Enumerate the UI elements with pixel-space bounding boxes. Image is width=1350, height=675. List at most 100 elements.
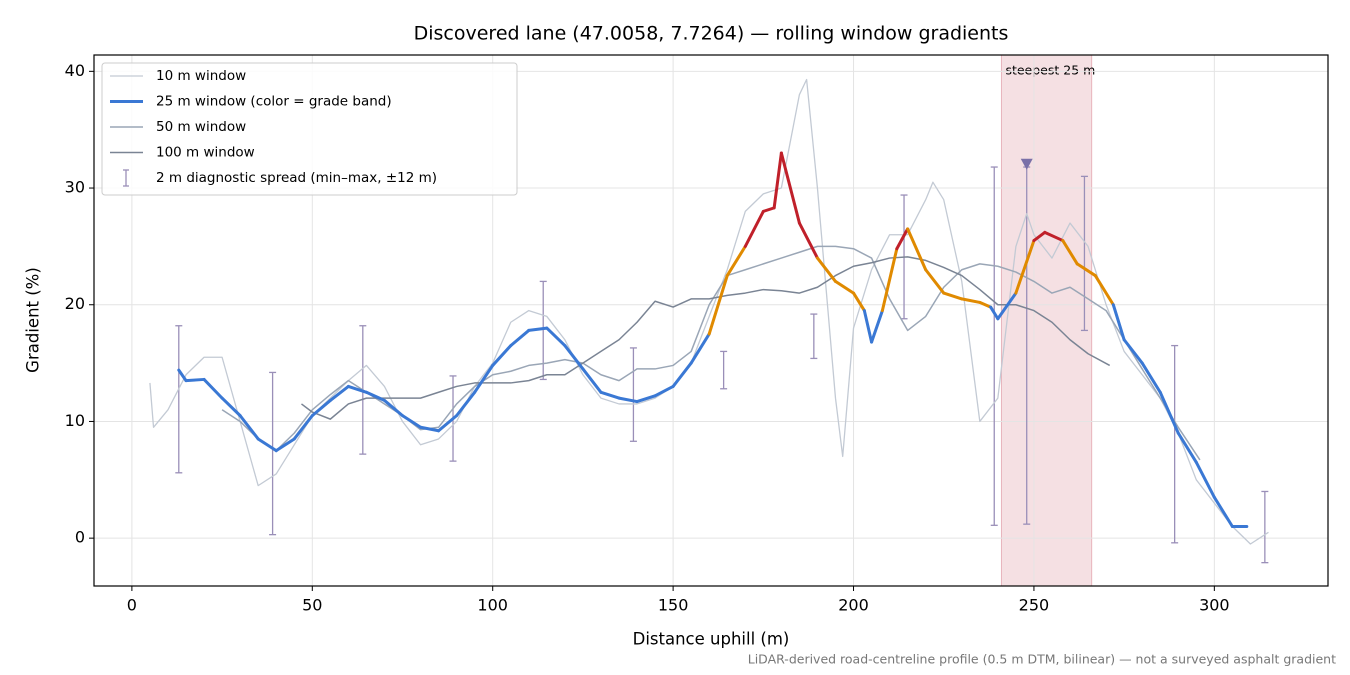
line-segment (581, 367, 603, 394)
y-tick-label: 20 (65, 294, 85, 313)
line-segment (1176, 431, 1198, 464)
line-segment (1032, 230, 1047, 243)
x-tick-label: 100 (477, 596, 508, 615)
x-tick-label: 0 (127, 596, 137, 615)
line-segment (1075, 262, 1097, 278)
line-segment (960, 297, 982, 304)
footnote: LiDAR-derived road-centreline profile (0… (748, 652, 1336, 667)
line-segment (761, 206, 776, 213)
line-segment (707, 274, 729, 336)
line-segment (1061, 239, 1079, 266)
peak-marker (1020, 158, 1033, 170)
legend-label: 100 m window (156, 145, 255, 161)
line-segment (473, 363, 495, 394)
error-bar (1080, 175, 1088, 332)
line-segment (527, 326, 549, 332)
line-segment (220, 396, 242, 418)
line-segment (924, 268, 946, 295)
error-bar (720, 350, 728, 390)
y-tick-label: 30 (65, 178, 85, 197)
line-segment (880, 247, 899, 313)
line-segment (382, 398, 404, 418)
line-segment (563, 344, 585, 371)
line-segment (725, 244, 747, 278)
line-segment (797, 221, 819, 260)
line-segment (491, 344, 513, 367)
line-segment (1158, 390, 1180, 435)
line-segment (772, 151, 783, 210)
error-bar (1171, 344, 1179, 544)
line-segment (1194, 460, 1216, 499)
line-segment (1043, 230, 1065, 243)
x-tick-label: 50 (302, 596, 322, 615)
line-segment (509, 328, 531, 348)
line-segment (852, 291, 866, 313)
error-bar (629, 347, 637, 442)
x-tick-label: 250 (1019, 596, 1050, 615)
error-bar (539, 280, 547, 381)
line-segment (1122, 338, 1144, 365)
error-bar (175, 325, 183, 474)
line-segment (635, 394, 657, 404)
line-segment (545, 326, 567, 348)
line-segment (815, 256, 837, 283)
line-segment (401, 414, 423, 429)
line-segment (1093, 274, 1115, 307)
line-segment (895, 227, 910, 251)
line-segment (1014, 239, 1036, 295)
line-segment (689, 332, 711, 365)
error-bar (269, 371, 277, 536)
line-segment (996, 291, 1018, 321)
line-segment (328, 384, 350, 402)
line-segment (256, 437, 278, 453)
plot-frame (93, 54, 1329, 587)
legend-label: 2 m diagnostic spread (min–max, ±12 m) (156, 170, 437, 186)
x-axis-label: Distance uphill (m) (633, 630, 790, 649)
y-tick-label: 0 (75, 528, 85, 547)
line-segment (743, 209, 765, 248)
line-segment (177, 368, 188, 383)
line-segment (419, 425, 441, 433)
line-segment (617, 396, 639, 404)
highlight-span (1000, 54, 1093, 587)
line-segment (599, 390, 621, 400)
legend-label: 50 m window (156, 119, 246, 135)
error-bar (1261, 490, 1269, 564)
x-tick-label: 150 (658, 596, 689, 615)
y-tick-label: 10 (65, 411, 85, 430)
line-segment (870, 309, 884, 344)
line-segment (202, 377, 224, 400)
line-segment (437, 414, 459, 433)
line-segment (671, 361, 693, 388)
chart-title: Discovered lane (47.0058, 7.7264) — roll… (414, 23, 1009, 45)
legend: 10 m window 25 m window (color = grade ba… (101, 62, 518, 196)
error-bar (810, 313, 818, 360)
line-segment (862, 309, 874, 344)
y-tick-label: 40 (65, 61, 85, 80)
line (221, 245, 1201, 461)
line-segment (978, 300, 993, 309)
line-segment (292, 414, 314, 441)
span-label: steepest 25 m (1005, 63, 1095, 78)
x-tick-label: 300 (1199, 596, 1230, 615)
line (149, 78, 1269, 545)
line-segment (1111, 303, 1126, 342)
legend-label: 10 m window (156, 68, 246, 84)
line-segment (779, 151, 801, 225)
line-segment (1140, 361, 1162, 394)
line-segment (310, 398, 332, 418)
legend-label: 25 m window (color = grade band) (156, 94, 392, 110)
line-segment (184, 377, 206, 383)
line (301, 256, 1111, 420)
line-segment (364, 390, 386, 402)
line-segment (1212, 495, 1234, 528)
line-segment (274, 437, 296, 453)
error-bar (990, 166, 998, 526)
line-segment (833, 279, 856, 295)
y-axis-label: Gradient (%) (24, 267, 43, 373)
line-segment (906, 227, 928, 272)
line-segment (942, 291, 964, 301)
x-tick-label: 200 (838, 596, 869, 615)
line-segment (653, 384, 675, 398)
